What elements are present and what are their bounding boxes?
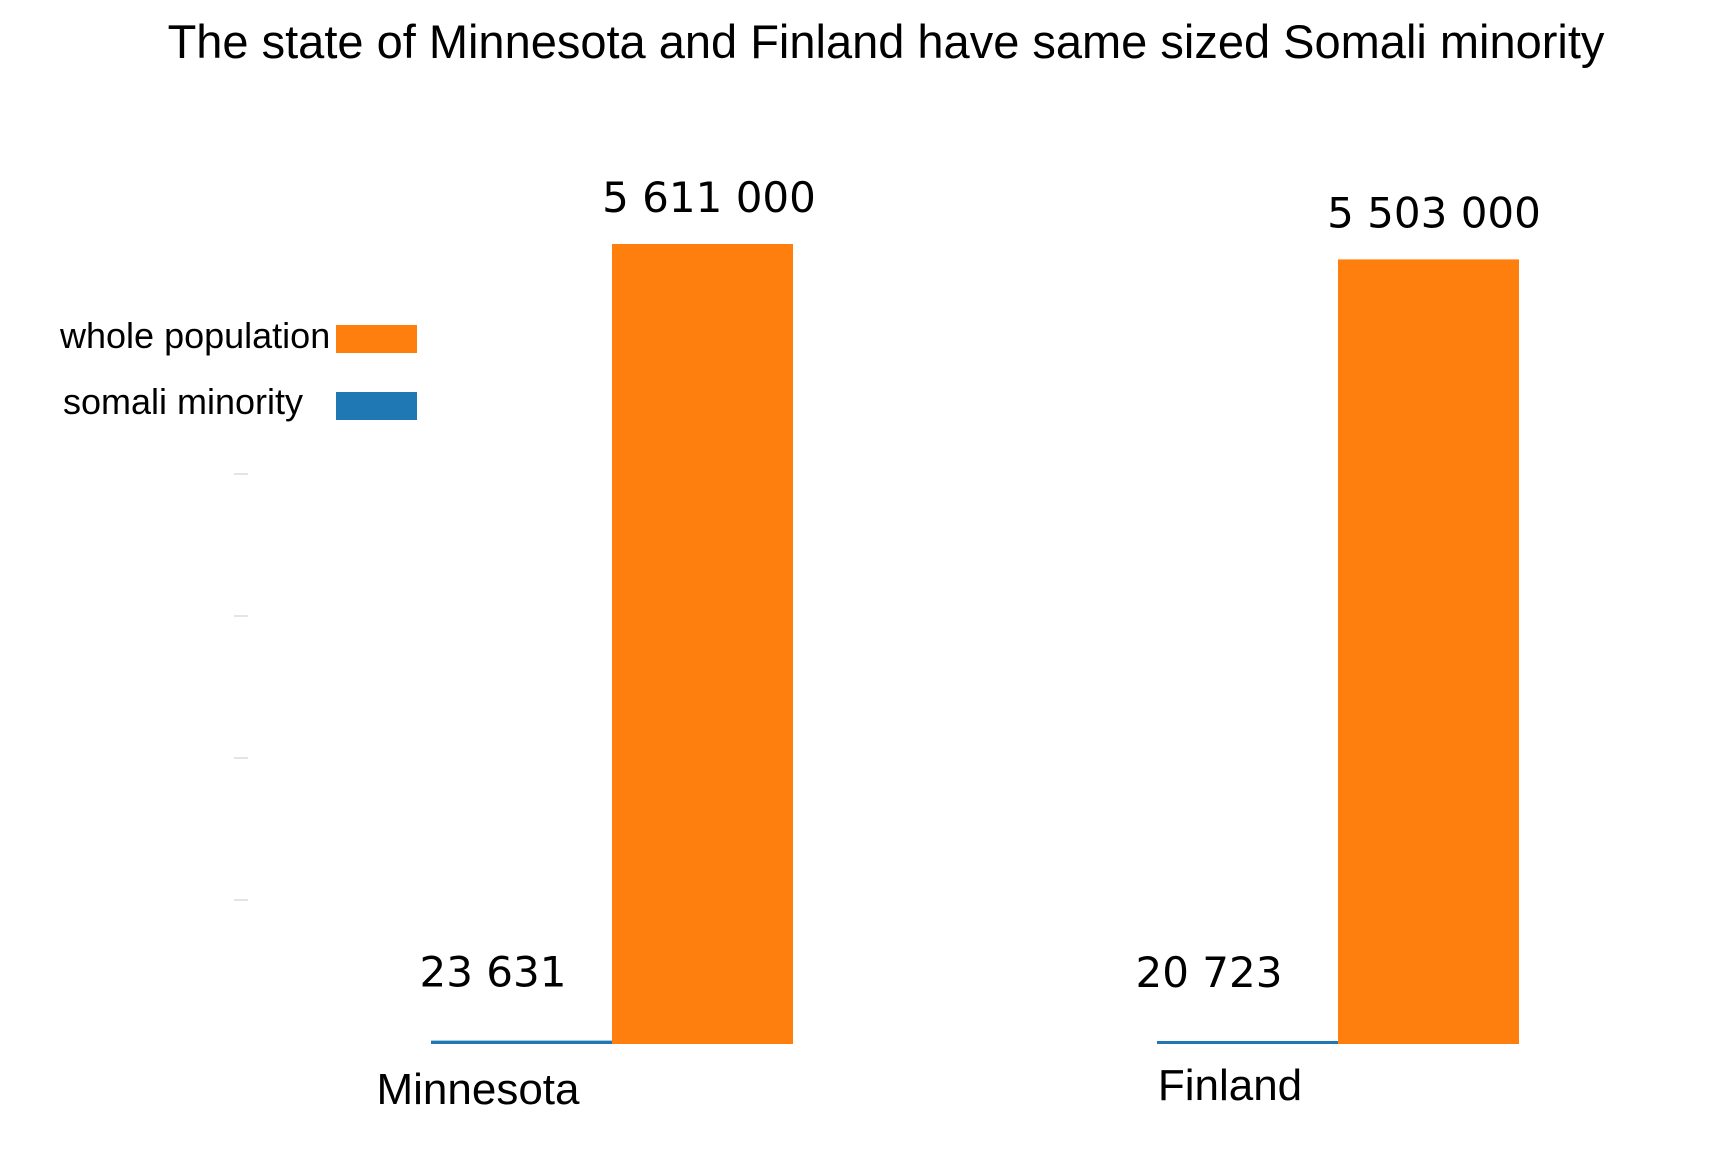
bars [431,244,1519,1044]
value-label-somali-minority-minnesota: 23 631 [420,948,567,997]
legend-swatch-somali-minority [336,392,417,420]
category-labels: Minnesota Finland [376,1061,1302,1114]
value-label-somali-minority-finland: 20 723 [1136,948,1283,997]
y-axis-ticks [234,473,248,901]
value-label-whole-population-finland: 5 503 000 [1327,188,1541,237]
chart-title: The state of Minnesota and Finland have … [168,15,1605,68]
bar-whole-population-finland [1338,259,1519,1044]
category-label-finland: Finland [1158,1061,1302,1110]
bar-somali-minority-minnesota [431,1040,612,1044]
bar-whole-population-minnesota [612,244,793,1044]
bar-somali-minority-finland [1157,1041,1338,1044]
category-label-minnesota: Minnesota [376,1065,580,1114]
value-label-whole-population-minnesota: 5 611 000 [602,173,816,222]
value-labels: 23 631 5 611 000 20 723 5 503 000 [420,173,1541,997]
legend-swatch-whole-population [336,325,417,353]
legend-label-whole-population: whole population [59,315,330,356]
legend-label-somali-minority: somali minority [63,381,303,422]
legend: whole population somali minority [59,315,417,422]
